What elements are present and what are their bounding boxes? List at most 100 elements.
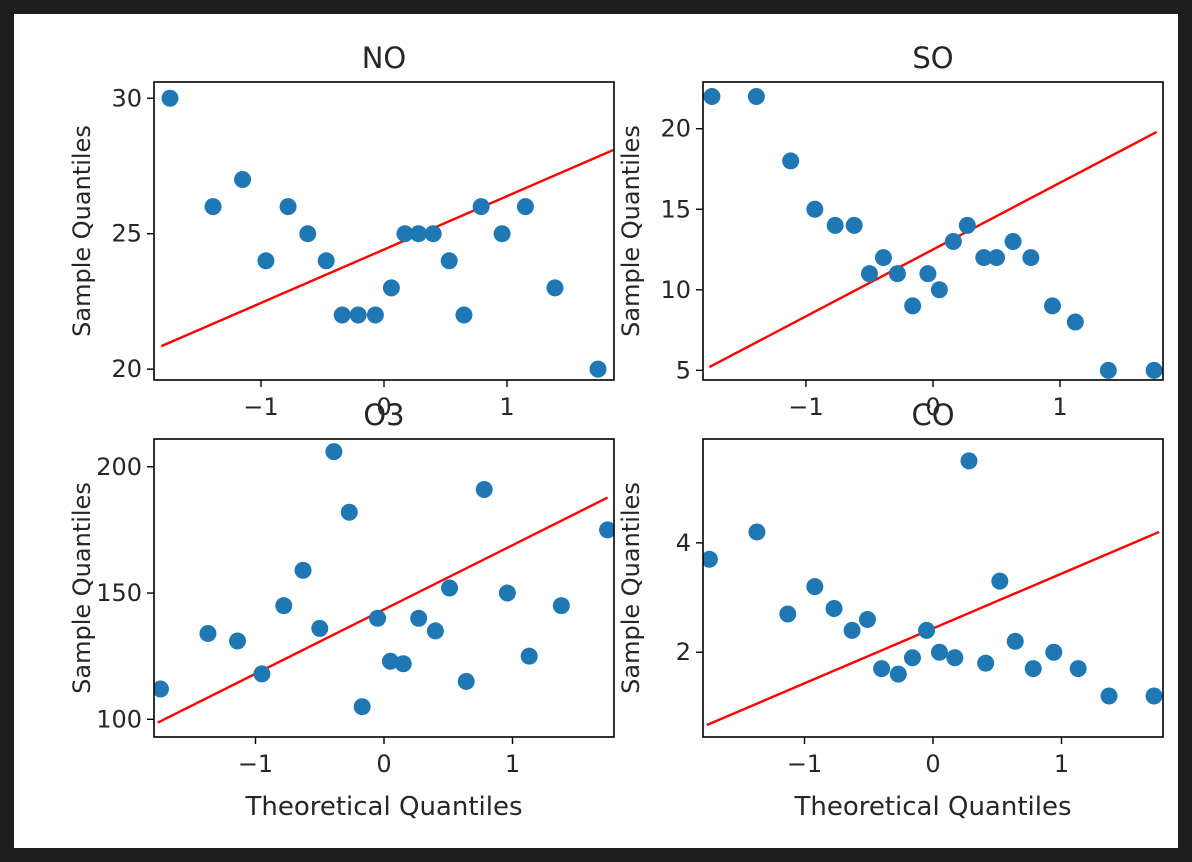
x-tick-label-co-0: −1 <box>787 750 822 778</box>
data-point-o3-14 <box>426 622 444 640</box>
x-tick-label-o3-1: 0 <box>376 750 391 778</box>
data-point-so-8 <box>888 265 906 283</box>
data-point-o3-5 <box>294 561 312 579</box>
x-tick-label-so-2: 1 <box>1052 393 1067 421</box>
x-tick-label-co-1: 0 <box>925 750 940 778</box>
data-point-no-11 <box>396 225 414 243</box>
data-point-co-14 <box>977 654 995 672</box>
x-tick-label-no-1: 0 <box>376 393 391 421</box>
data-point-so-16 <box>1004 232 1022 250</box>
panel-title-co: CO <box>911 398 954 432</box>
data-point-so-2 <box>782 152 800 170</box>
data-point-no-12 <box>409 225 427 243</box>
data-point-o3-4 <box>275 597 293 615</box>
data-point-so-20 <box>1099 361 1117 379</box>
data-point-no-5 <box>299 225 317 243</box>
panel-title-no: NO <box>362 41 407 75</box>
panel-no: −1 0 1 20 25 30 NO Sample Quantiles <box>68 41 615 421</box>
axes-frame-no <box>153 81 615 381</box>
data-point-no-2 <box>234 171 252 189</box>
x-axis-label-co: Theoretical Quantiles <box>793 792 1071 822</box>
x-tick-label-so-1: 0 <box>925 393 940 421</box>
y-tick-label-no-2: 30 <box>111 84 142 112</box>
y-tick-label-co-1: 4 <box>676 529 691 557</box>
data-point-so-21 <box>1145 361 1163 379</box>
y-tick-label-co-0: 2 <box>676 638 691 666</box>
data-point-no-7 <box>333 306 351 324</box>
y-tick-label-so-2: 15 <box>660 195 691 223</box>
data-point-o3-0 <box>154 680 169 698</box>
data-point-o3-21 <box>599 521 614 539</box>
data-point-no-4 <box>279 198 297 216</box>
data-point-so-12 <box>944 232 962 250</box>
y-tick-label-no-0: 20 <box>111 355 142 383</box>
data-point-co-19 <box>1069 660 1087 678</box>
y-axis-label-no: Sample Quantiles <box>68 125 96 337</box>
data-point-no-17 <box>493 225 511 243</box>
data-point-no-10 <box>382 279 400 297</box>
data-point-co-18 <box>1045 643 1063 661</box>
data-point-o3-17 <box>475 481 493 499</box>
data-point-o3-6 <box>311 619 329 637</box>
data-point-o3-7 <box>325 443 343 461</box>
y-tick-label-so-0: 5 <box>676 356 691 384</box>
x-tick-label-co-2: 1 <box>1054 750 1069 778</box>
data-point-so-5 <box>845 216 863 234</box>
data-point-so-15 <box>988 249 1006 267</box>
x-tick-label-no-2: 1 <box>499 393 514 421</box>
data-point-o3-12 <box>394 655 412 673</box>
y-tick-label-o3-1: 150 <box>96 579 142 607</box>
data-point-no-13 <box>424 225 442 243</box>
data-point-co-12 <box>946 649 964 667</box>
data-point-co-21 <box>1145 687 1163 705</box>
panel-title-so: SO <box>912 41 953 75</box>
x-tick-label-no-0: −1 <box>243 393 278 421</box>
data-point-so-4 <box>826 216 844 234</box>
data-point-co-7 <box>873 660 891 678</box>
points-co <box>703 452 1163 705</box>
y-axis-label-co: Sample Quantiles <box>617 482 645 694</box>
data-point-no-0 <box>161 89 179 107</box>
data-point-so-10 <box>919 265 937 283</box>
data-point-so-13 <box>958 216 976 234</box>
fit-line-so <box>708 130 1158 369</box>
data-point-o3-20 <box>552 597 570 615</box>
data-point-o3-11 <box>381 652 399 670</box>
data-point-so-19 <box>1066 313 1084 331</box>
data-point-no-16 <box>472 198 490 216</box>
data-point-so-18 <box>1043 297 1061 315</box>
data-point-co-20 <box>1100 687 1118 705</box>
data-point-co-2 <box>779 605 797 623</box>
data-point-no-9 <box>366 306 384 324</box>
fit-line-o3 <box>157 496 609 724</box>
data-point-co-11 <box>930 643 948 661</box>
data-point-co-9 <box>903 649 921 667</box>
data-point-o3-1 <box>199 624 217 642</box>
data-point-co-17 <box>1024 660 1042 678</box>
points-so <box>703 87 1163 379</box>
y-tick-label-o3-2: 200 <box>96 453 142 481</box>
data-point-no-15 <box>455 306 473 324</box>
data-point-no-8 <box>349 306 367 324</box>
x-axis-label-o3: Theoretical Quantiles <box>244 792 522 822</box>
data-point-o3-13 <box>410 609 428 627</box>
data-point-o3-18 <box>498 584 516 602</box>
data-point-o3-15 <box>441 579 459 597</box>
panel-title-o3: O3 <box>363 398 404 432</box>
data-point-co-8 <box>889 665 907 683</box>
data-point-no-1 <box>204 198 222 216</box>
data-point-co-6 <box>858 610 876 628</box>
points-no <box>161 89 607 378</box>
y-axis-label-o3: Sample Quantiles <box>68 482 96 694</box>
data-point-co-5 <box>843 621 861 639</box>
data-point-no-18 <box>516 198 534 216</box>
data-point-so-7 <box>874 249 892 267</box>
data-point-so-1 <box>747 87 765 105</box>
y-tick-label-so-1: 10 <box>660 276 691 304</box>
points-o3 <box>154 443 614 716</box>
data-point-co-0 <box>703 550 718 568</box>
data-point-o3-2 <box>229 632 247 650</box>
data-point-o3-9 <box>353 698 371 716</box>
